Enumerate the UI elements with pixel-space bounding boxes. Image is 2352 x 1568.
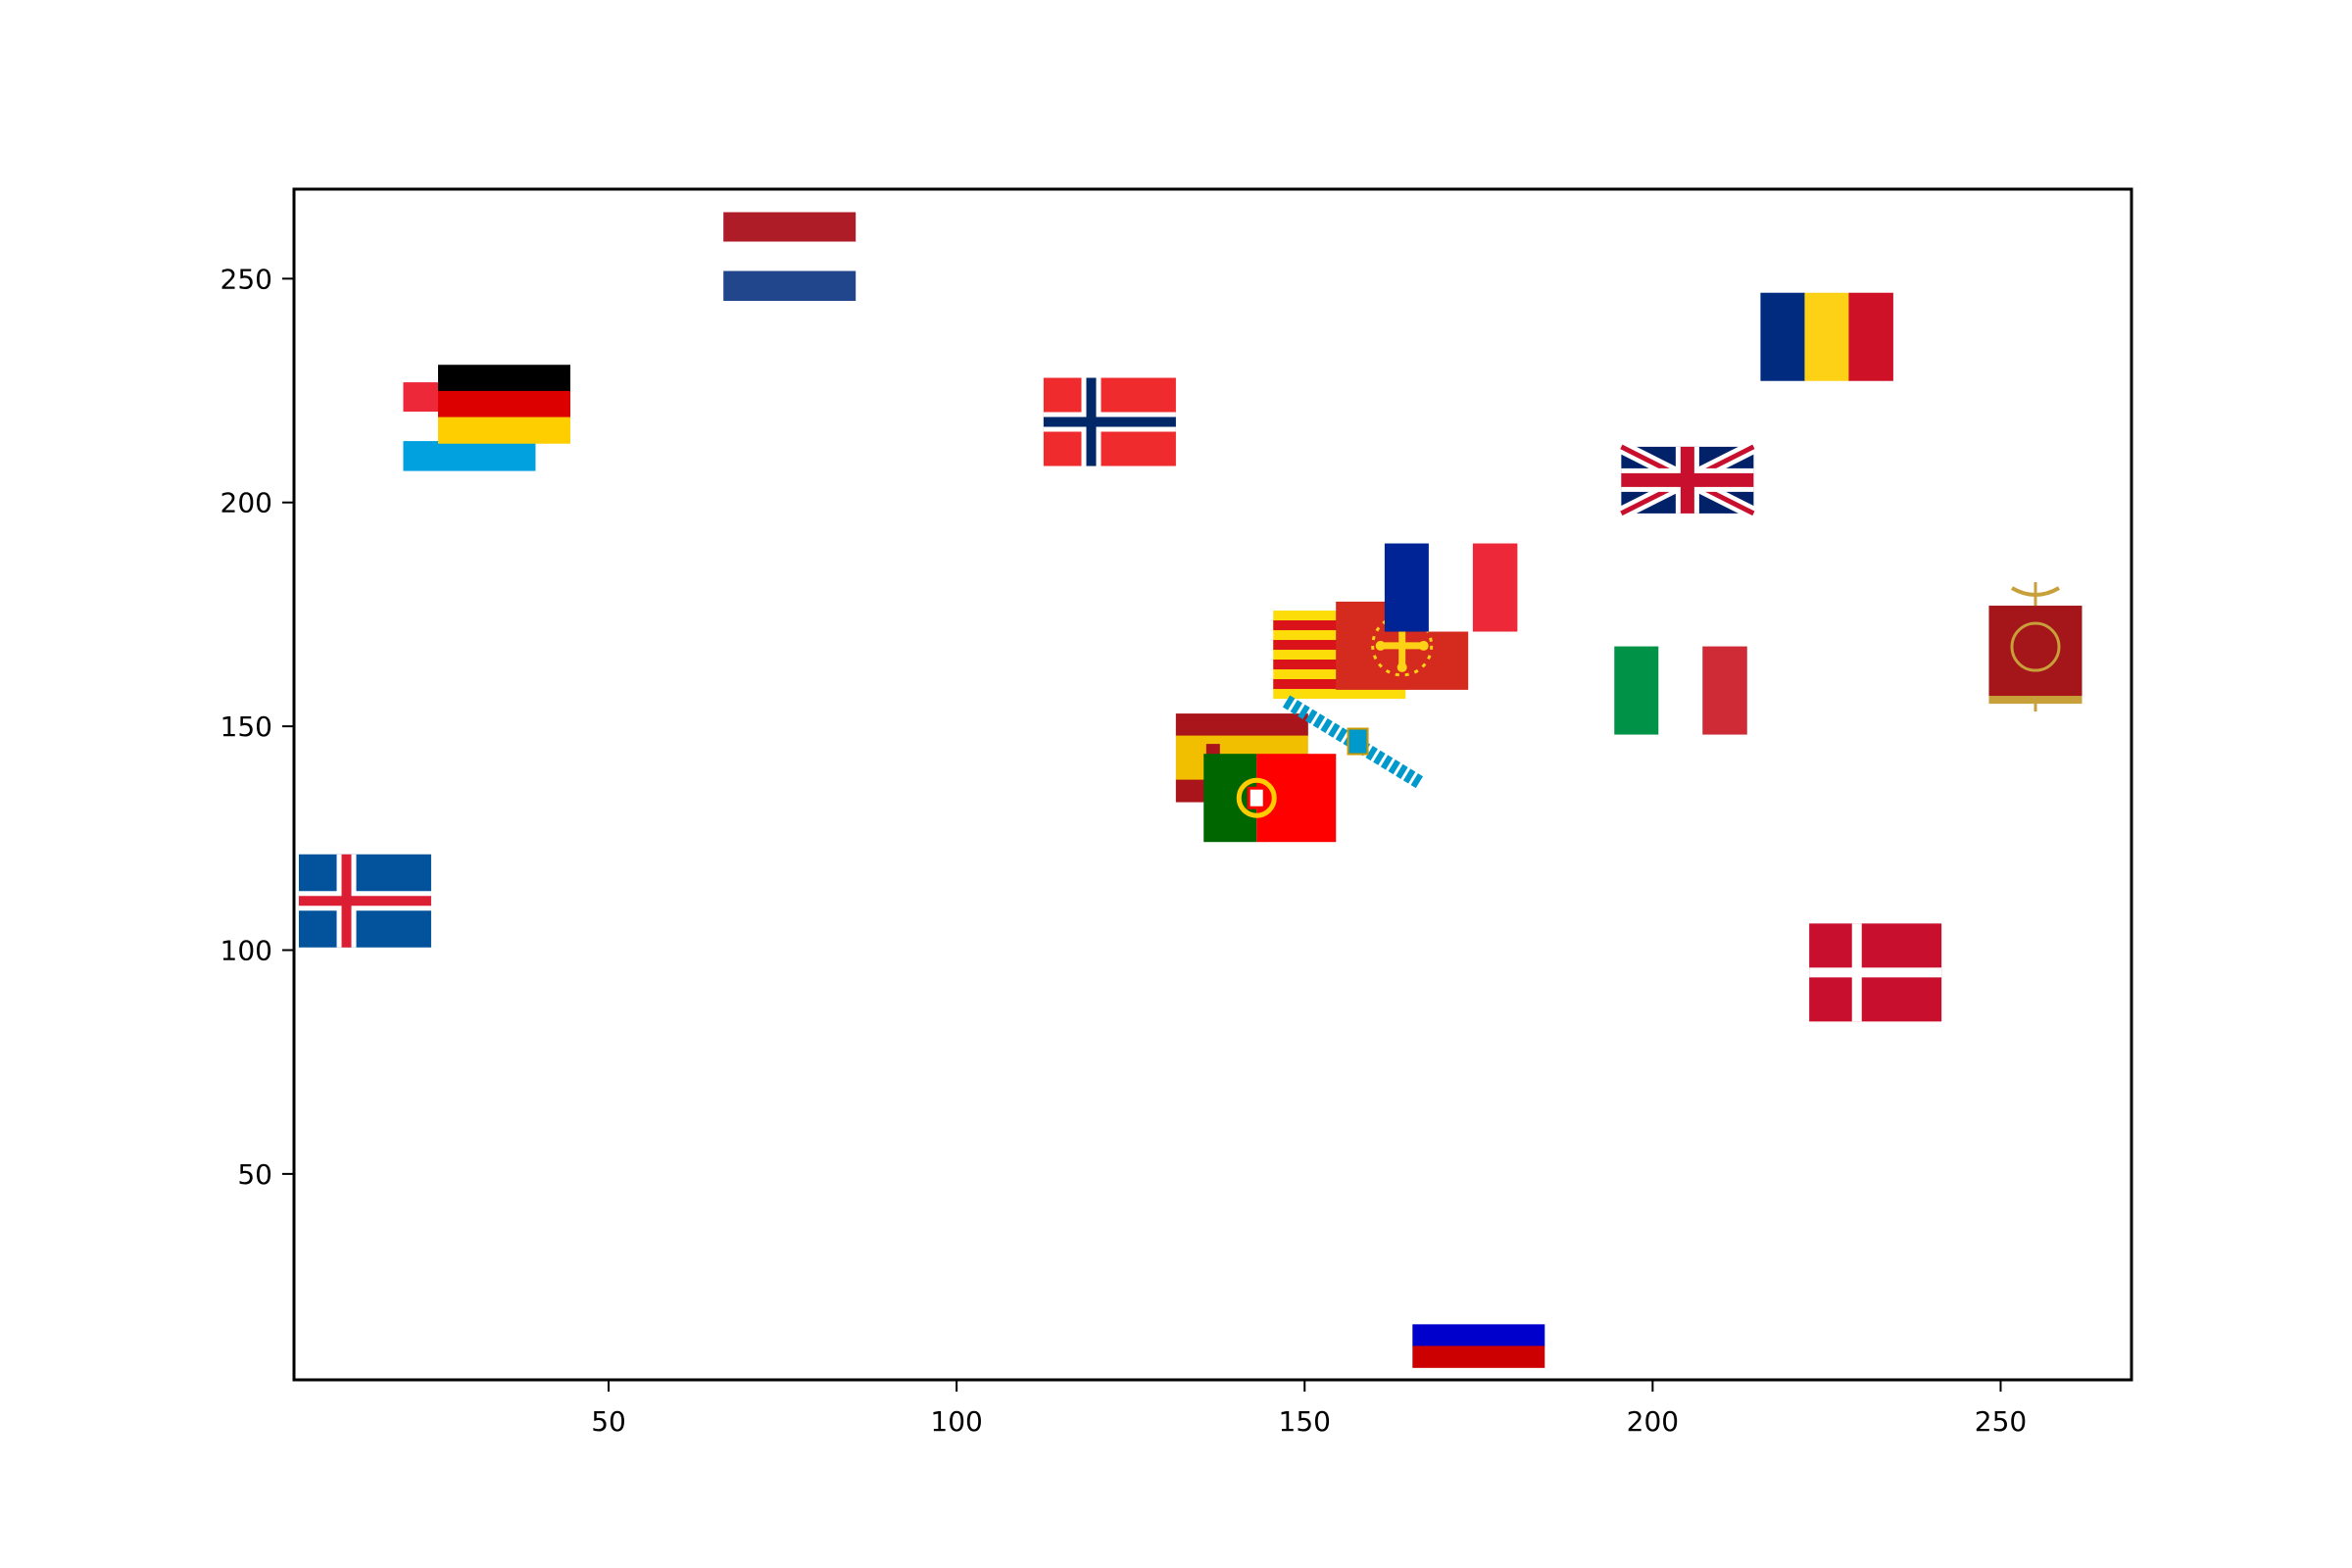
russia-flag	[1412, 1302, 1545, 1368]
y-tick-label: 250	[220, 263, 272, 295]
germany-flag	[437, 365, 570, 444]
x-axis: 50 100 150 200 250	[591, 1380, 2027, 1438]
x-tick-label: 50	[591, 1405, 626, 1438]
romania-flag	[1760, 292, 1893, 381]
denmark-flag	[1809, 923, 1942, 1022]
iceland-flag	[298, 854, 431, 948]
roman-empire-standard	[1988, 582, 2082, 712]
x-tick-label: 200	[1627, 1405, 1679, 1438]
y-tick-label: 50	[237, 1158, 272, 1191]
x-tick-label: 250	[1975, 1405, 2027, 1438]
x-tick-label: 100	[930, 1405, 982, 1438]
italy-flag	[1614, 646, 1747, 735]
flag-markers	[298, 212, 2082, 1368]
france-flag	[1384, 543, 1518, 632]
x-tick-label: 150	[1279, 1405, 1331, 1438]
y-tick-label: 100	[220, 935, 272, 967]
y-axis: 50 100 150 200 250	[220, 263, 294, 1191]
netherlands-flag	[723, 212, 857, 302]
y-tick-label: 200	[220, 487, 272, 519]
portugal-flag	[1203, 754, 1337, 843]
y-tick-label: 150	[220, 710, 272, 743]
united-kingdom-flag	[1618, 440, 1757, 520]
norway-flag	[1043, 377, 1176, 466]
plot-area-frame	[292, 187, 2133, 1382]
